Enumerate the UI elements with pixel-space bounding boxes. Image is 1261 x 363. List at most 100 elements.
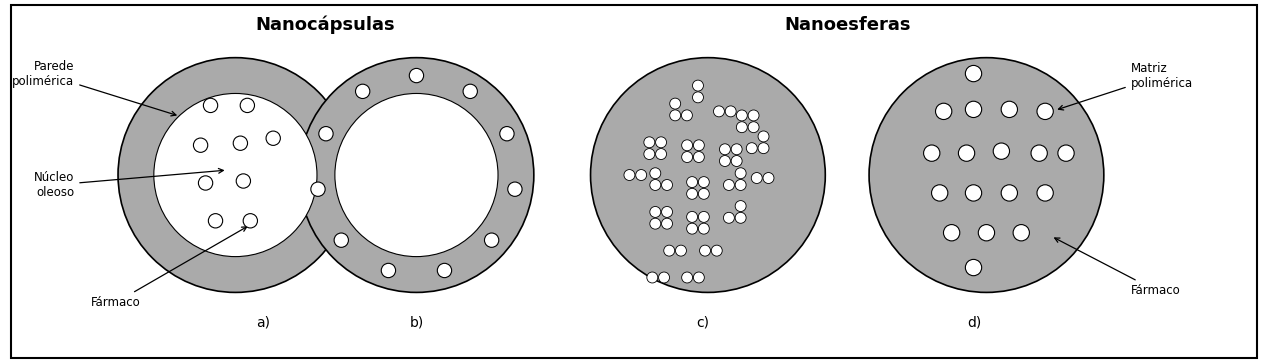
- Circle shape: [958, 145, 975, 161]
- Circle shape: [724, 180, 734, 191]
- Circle shape: [508, 182, 522, 196]
- Circle shape: [699, 188, 709, 199]
- Circle shape: [687, 177, 697, 188]
- Circle shape: [381, 263, 396, 278]
- Text: d): d): [967, 315, 981, 329]
- Circle shape: [752, 172, 762, 183]
- Circle shape: [663, 245, 675, 256]
- Circle shape: [694, 272, 705, 283]
- Circle shape: [649, 218, 661, 229]
- Circle shape: [699, 211, 709, 223]
- Circle shape: [198, 176, 213, 190]
- Circle shape: [735, 180, 747, 191]
- Circle shape: [1001, 101, 1018, 118]
- Circle shape: [299, 58, 533, 293]
- Circle shape: [758, 131, 769, 142]
- Circle shape: [725, 106, 736, 117]
- Circle shape: [658, 272, 670, 283]
- Circle shape: [943, 225, 960, 241]
- Text: Parede
polimérica: Parede polimérica: [13, 60, 177, 116]
- Circle shape: [670, 110, 681, 121]
- Circle shape: [1031, 145, 1048, 161]
- Circle shape: [731, 144, 743, 155]
- Circle shape: [714, 106, 724, 117]
- Circle shape: [869, 58, 1103, 293]
- Circle shape: [731, 155, 743, 167]
- Circle shape: [590, 58, 825, 293]
- Circle shape: [694, 140, 705, 151]
- Circle shape: [243, 214, 257, 228]
- Circle shape: [763, 172, 774, 183]
- Text: Núcleo
oleoso: Núcleo oleoso: [34, 168, 223, 199]
- Circle shape: [687, 188, 697, 199]
- Circle shape: [656, 148, 667, 159]
- Circle shape: [720, 155, 730, 167]
- Circle shape: [711, 245, 723, 256]
- Circle shape: [682, 152, 692, 163]
- Circle shape: [154, 93, 317, 257]
- Circle shape: [662, 207, 672, 217]
- Text: Nanocápsulas: Nanocápsulas: [255, 16, 395, 34]
- Circle shape: [748, 110, 759, 121]
- Circle shape: [310, 182, 325, 196]
- Text: a): a): [256, 315, 270, 329]
- Circle shape: [966, 65, 981, 82]
- Circle shape: [1013, 225, 1029, 241]
- Circle shape: [699, 177, 709, 188]
- Circle shape: [662, 180, 672, 191]
- Circle shape: [644, 148, 654, 159]
- Circle shape: [356, 84, 369, 98]
- Circle shape: [682, 272, 692, 283]
- Circle shape: [334, 233, 348, 247]
- Circle shape: [748, 122, 759, 132]
- Circle shape: [193, 138, 208, 152]
- Circle shape: [692, 80, 704, 91]
- Circle shape: [208, 214, 223, 228]
- Circle shape: [1037, 185, 1053, 201]
- Circle shape: [624, 170, 634, 180]
- Circle shape: [649, 168, 661, 179]
- Circle shape: [647, 272, 658, 283]
- Circle shape: [499, 127, 514, 141]
- Circle shape: [736, 110, 748, 121]
- Circle shape: [335, 93, 498, 257]
- Circle shape: [484, 233, 499, 247]
- Circle shape: [676, 245, 686, 256]
- Circle shape: [319, 127, 333, 141]
- Text: c): c): [696, 315, 710, 329]
- Circle shape: [1058, 145, 1074, 161]
- Circle shape: [736, 122, 748, 132]
- Text: Fármaco: Fármaco: [1054, 238, 1180, 297]
- Circle shape: [1037, 103, 1053, 119]
- Circle shape: [932, 185, 948, 201]
- Circle shape: [687, 223, 697, 234]
- Circle shape: [687, 211, 697, 223]
- Text: Fármaco: Fármaco: [91, 227, 247, 309]
- Circle shape: [936, 103, 952, 119]
- Circle shape: [233, 136, 247, 150]
- Circle shape: [966, 260, 981, 276]
- Circle shape: [644, 137, 654, 148]
- Circle shape: [649, 207, 661, 217]
- Text: b): b): [410, 315, 424, 329]
- Circle shape: [735, 168, 747, 179]
- Circle shape: [662, 218, 672, 229]
- Circle shape: [463, 84, 478, 98]
- Circle shape: [438, 263, 451, 278]
- Circle shape: [236, 174, 251, 188]
- Circle shape: [682, 140, 692, 151]
- Circle shape: [119, 58, 353, 293]
- Circle shape: [735, 212, 747, 223]
- Circle shape: [1001, 185, 1018, 201]
- Circle shape: [758, 143, 769, 154]
- Circle shape: [636, 170, 647, 180]
- Circle shape: [699, 223, 709, 234]
- Circle shape: [656, 137, 667, 148]
- Circle shape: [966, 101, 981, 118]
- Circle shape: [694, 152, 705, 163]
- Circle shape: [692, 92, 704, 103]
- Circle shape: [923, 145, 939, 161]
- Circle shape: [203, 98, 218, 113]
- Circle shape: [649, 180, 661, 191]
- Circle shape: [979, 225, 995, 241]
